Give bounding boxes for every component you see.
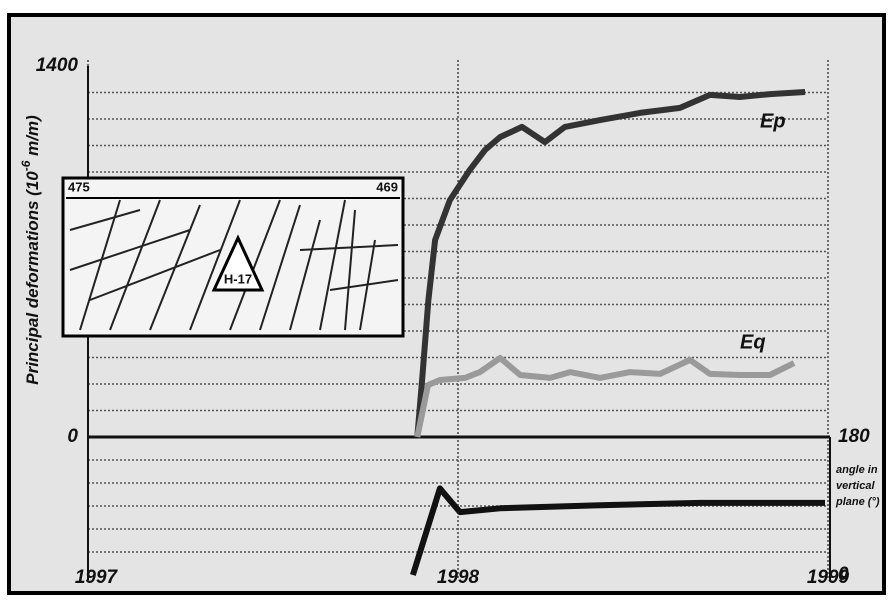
y-axis-label: Principal deformations (10-6 m/m) bbox=[19, 115, 42, 385]
inset-left-label: 475 bbox=[68, 179, 90, 194]
inset-sketch bbox=[69, 199, 399, 331]
y2-axis-label: plane (°) bbox=[835, 496, 880, 508]
y-tick-label: 0 bbox=[67, 426, 78, 447]
inset-right-label: 469 bbox=[376, 179, 398, 194]
marker-label: H-17 bbox=[224, 271, 252, 286]
x-tick-label: 1997 bbox=[75, 567, 119, 588]
series-label: Ep bbox=[760, 110, 786, 132]
y2-tick-label: 180 bbox=[838, 426, 870, 447]
x-tick-label: 1998 bbox=[437, 567, 480, 588]
y-tick-label: 1400 bbox=[36, 55, 79, 76]
x-tick-label: 1999 bbox=[807, 567, 850, 588]
series-line bbox=[410, 485, 825, 576]
y2-axis-label: angle in bbox=[836, 464, 878, 476]
series-label: Eq bbox=[740, 331, 766, 353]
marker-triangle bbox=[211, 234, 265, 292]
y2-tick-label: 0 bbox=[838, 564, 849, 585]
inset-image: H-17 475 469 bbox=[61, 176, 405, 338]
y2-axis-label: vertical bbox=[836, 480, 875, 492]
series-line bbox=[414, 355, 796, 438]
series-line bbox=[414, 89, 806, 438]
